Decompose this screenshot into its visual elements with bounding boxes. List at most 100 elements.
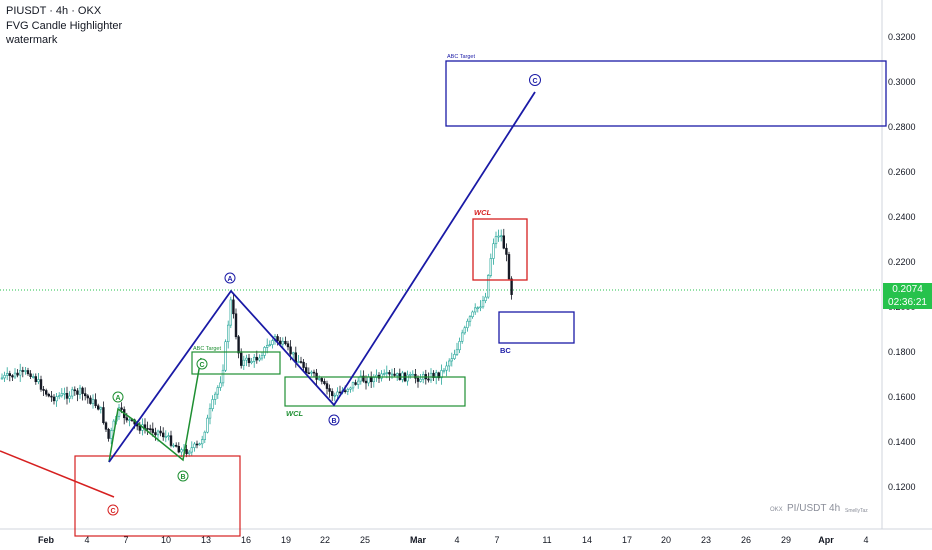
candle-body: [232, 299, 235, 315]
candle-body: [138, 425, 141, 431]
green-abc-target-box[interactable]: [191, 351, 281, 375]
candle-body: [91, 399, 95, 404]
wcl-green-label: WCL: [286, 409, 303, 418]
current-price-badge: 0.2074 02:36:21: [883, 283, 932, 309]
candle-body: [401, 372, 404, 380]
candle-body: [99, 407, 103, 410]
indicator-fvg-label[interactable]: FVG Candle Highlighter: [6, 20, 123, 32]
candle-body: [304, 367, 308, 374]
candle-body: [265, 345, 269, 348]
candle-body: [367, 376, 370, 384]
candle-body: [13, 372, 17, 378]
candle-body: [125, 417, 129, 421]
candle-body: [195, 443, 199, 446]
green-abc-zigzag[interactable]: [108, 357, 202, 463]
candle-body: [325, 383, 329, 389]
candle-body: [486, 275, 490, 298]
candle-body: [505, 247, 508, 255]
candle-body: [193, 443, 196, 449]
candle-body: [260, 355, 264, 359]
candle-body: [84, 393, 87, 397]
blue-abc-target-box[interactable]: [445, 60, 887, 127]
wave-a-main-marker: A: [224, 272, 236, 284]
time-tick-label: 14: [582, 535, 592, 545]
wcl-red-label: WCL: [474, 208, 491, 217]
candle-body: [253, 356, 256, 362]
candle-body: [250, 361, 253, 364]
candle-body: [419, 378, 422, 382]
candle-body: [68, 395, 71, 399]
candle-body: [65, 392, 69, 399]
candle-body: [24, 370, 27, 372]
candle-body: [455, 349, 459, 355]
candle-countdown: 02:36:21: [888, 297, 927, 308]
candle-body: [494, 236, 498, 245]
abc-target-small-label: ABC Target: [193, 346, 221, 352]
candle-body: [284, 340, 287, 345]
chart-title[interactable]: PIUSDT · 4h · OKX: [6, 5, 102, 17]
red-zone-box[interactable]: [74, 455, 241, 537]
candle-body: [159, 430, 162, 434]
candle-body: [18, 370, 22, 376]
price-axis[interactable]: 0.32000.30000.28000.26000.24000.22000.20…: [888, 32, 916, 492]
candle-body: [364, 380, 368, 384]
candle-body: [437, 372, 440, 379]
candle-body: [110, 430, 113, 439]
red-trend-line[interactable]: [0, 450, 115, 498]
time-tick-label: 16: [241, 535, 251, 545]
candle-body: [42, 389, 45, 391]
time-axis[interactable]: Feb 4 7 10 13 16 19 22 25 Mar 4 7 11 14 17 20 23 26 29 Apr 4: [38, 535, 869, 545]
candle-body: [372, 377, 375, 383]
candle-body: [382, 373, 386, 375]
candle-body: [333, 394, 336, 397]
wave-c-left-label: C: [199, 362, 204, 369]
candle-body: [315, 372, 318, 380]
candle-body: [31, 376, 35, 378]
candle-body: [351, 382, 355, 389]
candle-body: [71, 389, 74, 397]
candle-body: [356, 380, 360, 385]
candle-body: [149, 428, 152, 430]
candle-body: [52, 396, 56, 402]
candle-body: [289, 346, 292, 355]
wave-a-main-label: A: [227, 276, 232, 283]
candle-body: [499, 235, 503, 238]
candle-body: [489, 258, 492, 276]
wave-a-left-label: A: [115, 395, 120, 402]
candle-body: [151, 428, 154, 433]
candle-body: [26, 370, 30, 375]
candle-body: [94, 399, 97, 407]
candle-body: [8, 373, 11, 376]
candle-body: [3, 375, 6, 379]
candle-body: [60, 393, 64, 397]
candle-body: [458, 341, 461, 351]
time-tick-label: Apr: [818, 535, 834, 545]
candle-body: [81, 387, 84, 394]
candle-body: [479, 306, 482, 309]
candle-body: [507, 254, 511, 280]
candle-body: [57, 395, 61, 398]
candle-body: [73, 389, 77, 392]
candle-body: [297, 361, 300, 363]
candle-body: [221, 369, 225, 384]
price-tick-label: 0.1600: [888, 392, 916, 402]
time-tick-label: 23: [701, 535, 711, 545]
blue-abc-zigzag[interactable]: [108, 91, 536, 463]
candle-body: [97, 405, 100, 410]
candle-body: [190, 447, 193, 453]
red-wcl-box[interactable]: [472, 218, 528, 281]
blue-bc-box[interactable]: [498, 311, 575, 344]
candle-body: [330, 391, 334, 396]
candle-body: [427, 378, 430, 381]
candle-body: [473, 307, 477, 313]
candle-body: [39, 379, 43, 390]
candle-body: [16, 372, 19, 376]
candle-body: [471, 311, 474, 318]
candle-body: [169, 435, 173, 446]
green-wcl-box[interactable]: [284, 376, 466, 407]
indicator-watermark-label[interactable]: watermark: [6, 34, 58, 46]
candle-body: [237, 336, 240, 354]
candle-body: [89, 397, 92, 404]
candle-body: [201, 439, 204, 445]
